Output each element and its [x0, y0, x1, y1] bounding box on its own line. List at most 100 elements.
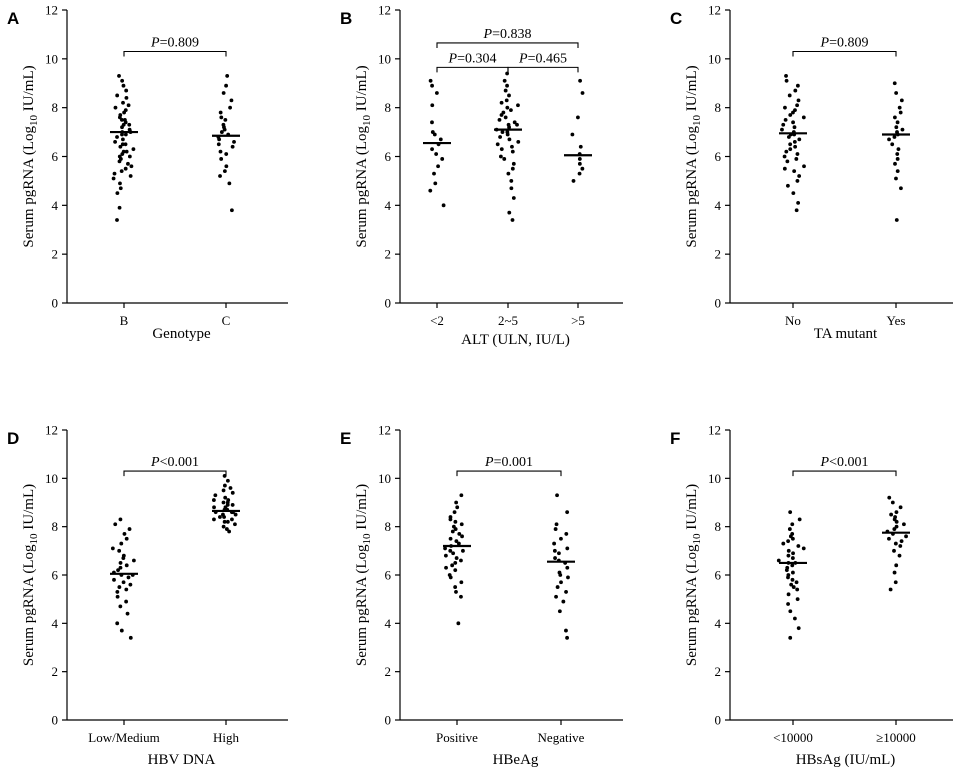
data-point [223, 495, 228, 500]
data-point [226, 498, 231, 502]
data-point [895, 169, 900, 174]
data-point [783, 117, 788, 122]
data-point [802, 164, 806, 169]
data-point [790, 577, 795, 582]
y-tick-label: 4 [385, 616, 392, 631]
data-point [228, 486, 233, 490]
data-point [893, 541, 898, 546]
data-point [115, 93, 120, 98]
x-tick-label: Negative [538, 730, 585, 745]
data-point [786, 602, 790, 606]
data-point [509, 186, 514, 191]
y-tick-label: 8 [52, 100, 59, 115]
data-point [212, 505, 216, 510]
data-point [554, 522, 559, 527]
data-point [504, 98, 509, 103]
data-point [459, 594, 463, 599]
data-point [124, 88, 129, 93]
data-point [559, 536, 563, 541]
data-point [126, 161, 130, 166]
data-point [224, 527, 229, 531]
data-point [505, 83, 509, 88]
x-tick-label: Low/Medium [88, 730, 160, 745]
data-point [570, 132, 575, 137]
data-point [507, 210, 512, 215]
data-point [216, 142, 221, 147]
data-point [459, 580, 464, 585]
data-point [509, 108, 513, 113]
data-point [557, 570, 562, 575]
data-point [118, 565, 123, 570]
data-point [127, 127, 132, 132]
data-point [791, 551, 795, 556]
data-point [898, 505, 903, 510]
data-point [119, 169, 124, 174]
data-point [792, 616, 797, 621]
data-point [221, 488, 226, 493]
data-point [565, 546, 570, 551]
data-point [512, 120, 517, 125]
y-tick-label: 4 [385, 198, 392, 213]
x-tick-label: Positive [436, 730, 478, 745]
data-point [125, 611, 130, 616]
y-tick-label: 12 [708, 423, 721, 438]
data-point [505, 105, 510, 110]
data-point [432, 171, 436, 176]
x-tick-label: Yes [887, 313, 906, 328]
y-tick-label: 8 [715, 519, 722, 534]
data-point [795, 152, 800, 156]
y-tick-label: 6 [52, 568, 59, 583]
data-point [787, 527, 792, 531]
y-tick-label: 2 [52, 664, 59, 679]
data-point [792, 125, 797, 130]
data-point [443, 553, 448, 558]
data-point [131, 147, 136, 152]
x-tick-label: No [785, 313, 801, 328]
data-point [453, 561, 458, 565]
data-point [453, 519, 458, 524]
data-point [230, 144, 235, 149]
data-point [577, 161, 582, 166]
data-point [459, 558, 463, 563]
x-tick-label: C [222, 313, 231, 328]
data-point [213, 493, 218, 498]
y-tick-label: 6 [715, 568, 722, 583]
data-point [457, 532, 462, 536]
data-point [793, 108, 797, 113]
y-tick-label: 10 [45, 471, 58, 486]
data-point [516, 139, 521, 144]
data-point [902, 522, 906, 527]
data-point [580, 166, 585, 171]
data-point [120, 78, 125, 83]
data-point [796, 626, 801, 631]
data-point [795, 103, 800, 108]
panel-letter: D [7, 429, 19, 448]
data-point [892, 527, 897, 531]
data-point [896, 147, 901, 152]
y-tick-label: 2 [385, 247, 392, 262]
data-point [454, 539, 459, 544]
data-point [117, 585, 122, 589]
data-point [894, 510, 899, 515]
data-point [791, 570, 795, 575]
data-point [495, 142, 500, 147]
data-point [557, 551, 561, 556]
comparison-bracket: P=0.809 [123, 36, 227, 57]
data-point [786, 573, 791, 577]
y-axis-title: Serum pgRNA (Log10 IU/mL) [354, 484, 373, 666]
data-point [128, 174, 133, 178]
data-point [454, 500, 459, 505]
data-point [782, 154, 787, 159]
data-point [566, 575, 570, 580]
data-point [221, 512, 225, 517]
data-point [776, 558, 781, 563]
data-point [578, 78, 582, 83]
data-point [893, 580, 898, 585]
data-point [899, 539, 904, 544]
data-point [219, 115, 224, 120]
data-point [227, 529, 232, 534]
x-tick-label: High [213, 730, 240, 745]
data-point [117, 74, 121, 78]
data-point [782, 166, 787, 171]
data-point [118, 144, 123, 149]
